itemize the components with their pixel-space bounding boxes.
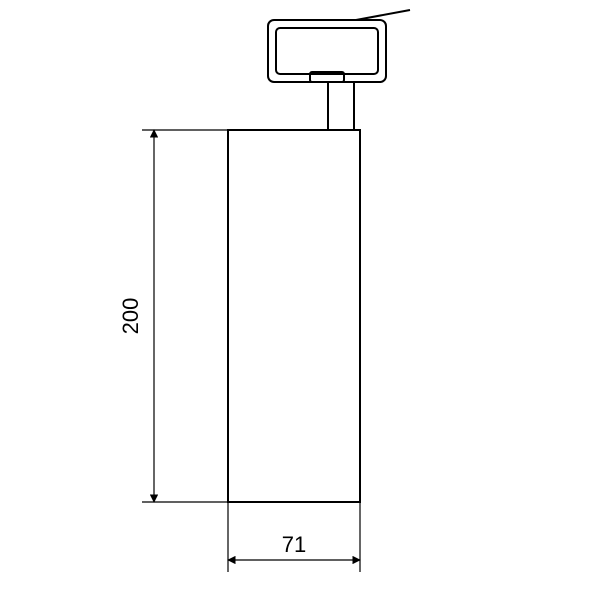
dimension-height: 200: [118, 130, 228, 502]
adapter-block: [268, 10, 410, 82]
dimensioned-drawing: 200 71: [0, 0, 600, 600]
lamp-body: [228, 130, 360, 502]
dimension-height-label: 200: [118, 298, 143, 335]
dimension-width-label: 71: [282, 532, 306, 557]
stem: [328, 82, 354, 130]
dimension-width: 71: [228, 502, 360, 572]
